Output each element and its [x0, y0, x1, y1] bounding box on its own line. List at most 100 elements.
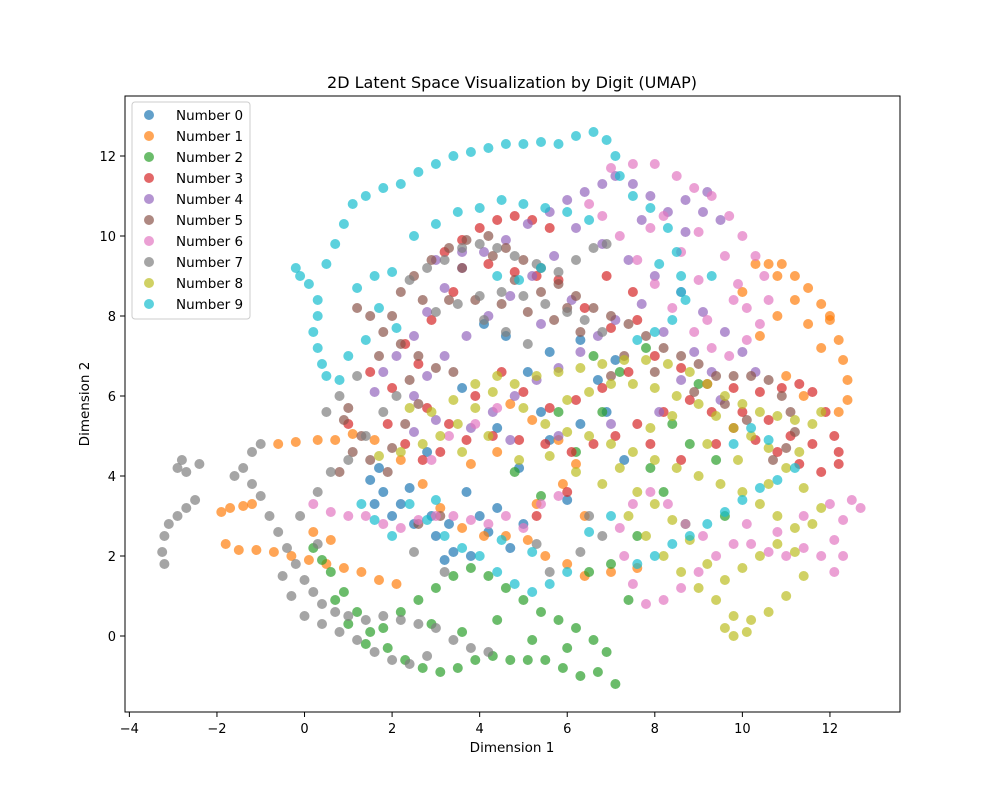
legend-marker [144, 131, 154, 141]
data-point [584, 527, 595, 537]
legend-marker [144, 110, 154, 120]
data-point [571, 291, 581, 301]
data-point [518, 139, 529, 149]
data-point [343, 351, 354, 361]
data-point [531, 371, 542, 381]
data-point [575, 327, 586, 337]
data-point [658, 343, 669, 353]
data-point [286, 551, 297, 561]
data-point [400, 439, 411, 449]
data-point [483, 571, 494, 581]
data-point [395, 455, 406, 465]
data-point [649, 551, 660, 561]
data-point [597, 407, 608, 417]
data-point [325, 535, 336, 545]
data-point [632, 315, 643, 325]
data-point [277, 571, 288, 581]
data-point [781, 463, 792, 473]
data-point [824, 311, 835, 321]
data-point [667, 419, 678, 429]
data-point [531, 539, 542, 549]
data-point [627, 379, 638, 389]
data-point [299, 575, 310, 585]
data-point [461, 435, 472, 445]
data-point [606, 311, 616, 321]
data-point [330, 595, 341, 605]
data-point [575, 363, 586, 373]
data-point [614, 171, 625, 181]
data-point [448, 287, 459, 297]
data-point [571, 131, 581, 141]
data-point [619, 455, 630, 465]
data-point [540, 419, 551, 429]
data-point [474, 511, 485, 521]
data-point [671, 391, 682, 401]
data-point [312, 295, 323, 305]
data-point [588, 303, 599, 313]
data-point [829, 567, 840, 577]
data-point [754, 407, 765, 417]
data-point [627, 287, 638, 297]
data-point [181, 503, 192, 513]
data-point [772, 527, 783, 537]
data-point [356, 567, 367, 577]
data-point [522, 307, 533, 317]
data-point [347, 199, 358, 209]
data-point [448, 151, 459, 161]
data-point [391, 391, 402, 401]
data-point [295, 271, 306, 281]
data-point [448, 367, 459, 377]
data-point [562, 427, 573, 437]
data-point [430, 363, 441, 373]
data-point [680, 227, 691, 237]
data-point [662, 359, 673, 369]
data-point [247, 479, 257, 489]
data-point [290, 263, 301, 273]
data-point [579, 303, 590, 313]
data-point [597, 179, 608, 189]
data-point [448, 547, 459, 557]
data-point [737, 347, 748, 357]
data-point [505, 399, 516, 409]
x-tick-label: 8 [651, 722, 659, 737]
data-point [728, 295, 739, 305]
y-tick-label: 8 [108, 310, 116, 325]
data-point [395, 607, 406, 617]
data-point [474, 203, 485, 213]
data-point [680, 519, 691, 529]
data-point [728, 631, 739, 641]
data-point [500, 511, 511, 521]
data-point [597, 327, 608, 337]
legend-label: Number 2 [176, 150, 243, 166]
data-point [553, 431, 564, 441]
data-point [422, 263, 433, 273]
data-point [553, 139, 564, 149]
data-point [803, 283, 814, 293]
data-point [754, 319, 765, 329]
data-point [430, 511, 441, 521]
data-point [395, 523, 406, 533]
data-point [737, 231, 748, 241]
data-point [426, 407, 437, 417]
y-tick-label: 6 [108, 390, 116, 405]
data-point [461, 235, 472, 245]
data-point [632, 255, 643, 265]
data-point [706, 343, 717, 353]
legend-label: Number 3 [176, 171, 243, 187]
data-point [676, 455, 687, 465]
data-point [317, 359, 327, 369]
data-point [776, 391, 787, 401]
data-point [343, 455, 354, 465]
data-point [334, 375, 345, 385]
data-point [667, 411, 678, 421]
series-number-9 [290, 127, 800, 597]
data-point [448, 395, 459, 405]
data-point [719, 575, 730, 585]
data-point [299, 611, 310, 621]
data-point [754, 387, 765, 397]
data-point [465, 459, 476, 469]
data-point [601, 271, 612, 281]
data-point [479, 531, 489, 541]
data-point [413, 515, 424, 525]
data-point [544, 347, 555, 357]
